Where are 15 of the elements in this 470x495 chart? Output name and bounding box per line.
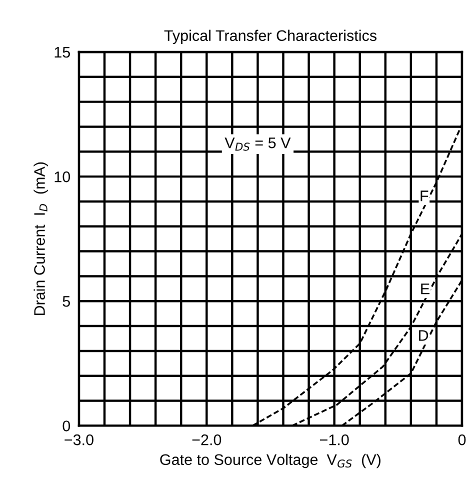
series-label: E	[421, 284, 430, 294]
y-tick-label: 15	[54, 47, 70, 58]
annotation: V$_{DS}$ = 5 V	[224, 138, 291, 151]
chart-title: Typical Transfer Characteristics	[164, 30, 376, 44]
y-tick-label: 10	[54, 171, 70, 182]
x-tick-label: −3.0	[64, 434, 94, 446]
y-tick-label: 0	[62, 420, 70, 432]
series-label: F	[420, 190, 428, 202]
x-axis-title: Gate to Source Voltage V$_{GS}$ (V)	[160, 454, 380, 468]
y-axis-title: Drain Current I$_{D}$ (mA)	[34, 162, 48, 316]
y-tick-label: 5	[62, 296, 70, 307]
x-tick-label: −1.0	[320, 434, 349, 446]
series-label: D	[419, 330, 428, 341]
x-tick-label: −2.0	[192, 434, 222, 446]
x-tick-label: 0	[458, 434, 466, 446]
